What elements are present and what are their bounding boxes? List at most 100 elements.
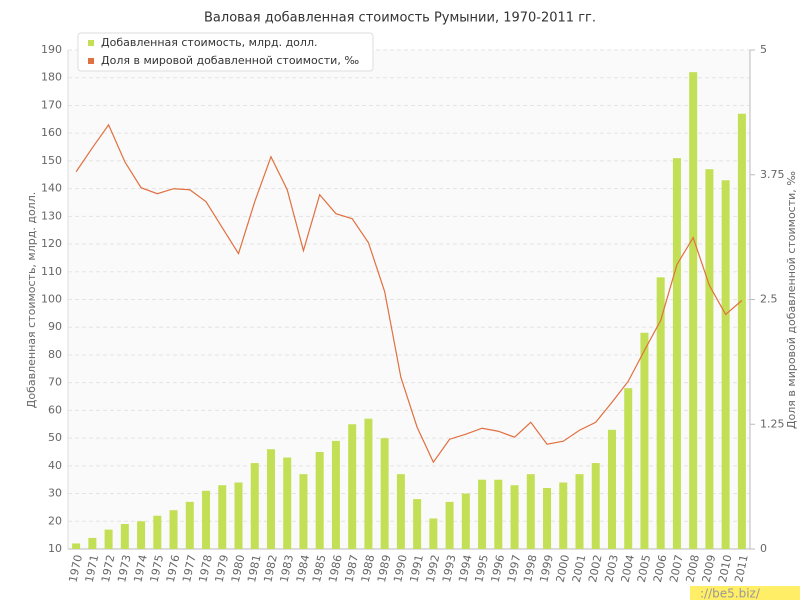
y-tick-label: 60	[48, 403, 62, 416]
bar	[575, 474, 584, 549]
bar	[283, 457, 292, 549]
bar	[656, 277, 665, 549]
bar	[185, 501, 194, 549]
y-tick-label: 190	[41, 43, 62, 56]
y-tick-label: 40	[48, 459, 62, 472]
x-tick-label: 2001	[570, 554, 589, 584]
y-tick-label: 100	[41, 293, 62, 306]
bar	[348, 424, 357, 549]
legend-swatch	[88, 40, 94, 46]
x-tick-label: 1970	[66, 554, 85, 584]
bar	[494, 479, 503, 549]
bar	[689, 72, 698, 549]
bar	[591, 463, 600, 549]
y-tick-label: 130	[41, 209, 62, 222]
x-tick-label: 1993	[440, 554, 459, 584]
bar	[299, 474, 308, 549]
bar	[250, 463, 259, 549]
x-tick-label: 1992	[424, 554, 443, 584]
bar	[721, 180, 730, 550]
x-tick-label: 2005	[635, 554, 654, 584]
y-tick-label: 10	[48, 542, 62, 555]
bar	[429, 518, 438, 549]
x-tick-label: 1986	[326, 554, 345, 584]
bar	[543, 488, 552, 549]
bar	[640, 332, 649, 549]
x-tick-label: 1980	[229, 554, 248, 584]
x-tick-label: 1994	[456, 554, 475, 584]
bar	[510, 485, 519, 549]
y-tick-label: 110	[41, 265, 62, 278]
bar	[266, 449, 275, 549]
bar	[315, 451, 324, 549]
x-tick-label: 1976	[164, 554, 183, 584]
x-tick-label: 2011	[732, 554, 751, 584]
y-tick-label: 20	[48, 514, 62, 527]
x-tick-label: 1989	[375, 554, 394, 584]
bar	[88, 537, 97, 549]
y2-tick-label: 0	[760, 542, 767, 555]
x-tick-label: 1985	[310, 554, 329, 584]
y-tick-label: 180	[41, 71, 62, 84]
y-tick-label: 120	[41, 237, 62, 250]
x-tick-label: 1988	[359, 554, 378, 584]
x-tick-label: 1987	[342, 554, 361, 584]
bar	[559, 482, 568, 549]
legend-swatch	[88, 58, 94, 64]
legend: Добавленная стоимость, млрд. долл. Доля в…	[77, 32, 374, 72]
x-tick-label: 2000	[554, 554, 573, 584]
bar	[169, 510, 178, 549]
x-tick-label: 1990	[391, 554, 410, 584]
bar	[364, 418, 373, 549]
x-tick-label: 2009	[700, 554, 719, 584]
x-tick-label: 2010	[716, 554, 735, 584]
bar	[153, 515, 162, 549]
bar	[137, 521, 146, 549]
y2-tick-label: 1.25	[760, 417, 785, 430]
x-tick-label: 2008	[683, 554, 702, 584]
x-tick-label: 2007	[667, 554, 686, 584]
x-tick-label: 1991	[407, 554, 426, 584]
legend-label: Добавленная стоимость, млрд. долл.	[101, 36, 317, 49]
bar	[672, 158, 681, 549]
x-tick-label: 2002	[586, 554, 605, 584]
x-tick-label: 1981	[245, 554, 264, 584]
x-tick-label: 2006	[651, 554, 670, 584]
y-tick-label: 170	[41, 98, 62, 111]
x-tick-label: 1995	[472, 554, 491, 584]
y-tick-label: 150	[41, 154, 62, 167]
bar	[624, 388, 633, 549]
bar	[331, 440, 340, 549]
y-tick-label: 140	[41, 182, 62, 195]
x-tick-label: 1983	[278, 554, 297, 584]
x-tick-label: 1972	[99, 554, 118, 584]
legend-box	[77, 32, 374, 72]
bar	[607, 429, 616, 549]
y-tick-label: 160	[41, 126, 62, 139]
y-tick-label: 90	[48, 320, 62, 333]
bar	[478, 479, 487, 549]
x-tick-label: 1998	[521, 554, 540, 584]
bar	[445, 501, 454, 549]
x-tick-label: 1971	[83, 554, 102, 584]
bar	[218, 485, 227, 549]
x-tick-label: 1978	[196, 554, 215, 584]
x-tick-label: 1999	[537, 554, 556, 584]
bar	[380, 438, 389, 549]
bar	[461, 493, 470, 549]
line	[75, 123, 743, 464]
bar	[72, 543, 81, 549]
watermark: ://be5.biz/	[700, 587, 761, 600]
y-tick-label: 80	[48, 348, 62, 361]
x-tick-label: 1979	[213, 554, 232, 584]
bar	[234, 482, 243, 549]
y2-axis-label: Доля в мировой добавленной стоимости, ‰	[785, 171, 798, 429]
bar	[104, 529, 113, 549]
x-tick-label: 1974	[131, 554, 150, 584]
y-axis-label: Добавленная стоимость, млрд. долл.	[25, 192, 38, 408]
chart-title: Валовая добавленная стоимость Румынии, 1…	[204, 11, 596, 26]
y-tick-label: 30	[48, 487, 62, 500]
bar	[526, 474, 535, 549]
bar	[413, 499, 422, 549]
